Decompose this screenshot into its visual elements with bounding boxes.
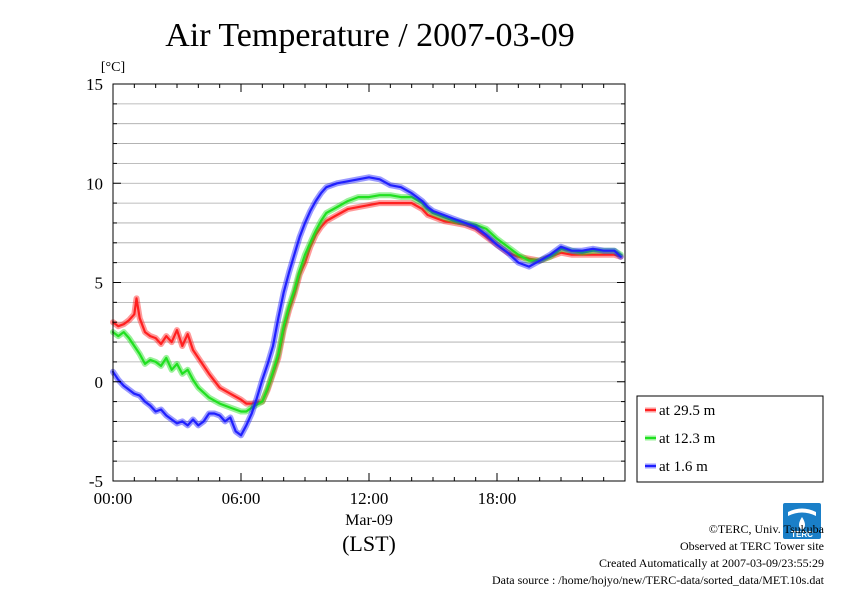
y-tick-label: 10 [86,174,103,193]
terc-logo: TERC [783,503,821,539]
legend-label: at 29.5 m [659,403,716,419]
water-drop-icon [799,517,805,530]
series-line [111,176,622,437]
terc-logo-text: TERC [791,530,813,539]
footer-source: Data source : /home/hojyo/new/TERC-data/… [492,573,825,587]
x-tick-label: 00:00 [94,489,133,508]
series-halo [110,192,624,415]
x-tick-label: 06:00 [222,489,261,508]
y-tick-label: -5 [89,472,103,491]
footer: ©TERC, Univ. Tsukuba Observed at TERC To… [492,522,825,587]
x-axis-date-label: Mar-09 [345,512,393,529]
legend-label: at 12.3 m [659,431,716,447]
y-tick-label: 5 [95,274,104,293]
y-tick-label: 0 [95,373,104,392]
x-axis-label: (LST) [342,531,396,556]
footer-copyright: ©TERC, Univ. Tsukuba [709,522,825,536]
series-halo [110,174,624,439]
series-lines [110,174,624,439]
chart-title: Air Temperature / 2007-03-09 [165,17,575,54]
y-tick-label: 15 [86,75,103,94]
legend: at 29.5 m at 12.3 m at 1.6 m [636,395,824,483]
footer-observed: Observed at TERC Tower site [680,539,824,553]
axis-ticks: 00:00 06:00 12:00 18:00 15 10 5 0 -5 [86,75,626,508]
legend-label: at 1.6 m [659,459,708,475]
legend-box [636,395,824,483]
footer-created: Created Automatically at 2007-03-09/23:5… [599,556,824,570]
x-tick-label: 12:00 [350,489,389,508]
series-line [111,194,622,413]
y-axis-unit: [°C] [101,60,125,75]
grid [113,103,625,462]
x-tick-label: 18:00 [478,489,517,508]
